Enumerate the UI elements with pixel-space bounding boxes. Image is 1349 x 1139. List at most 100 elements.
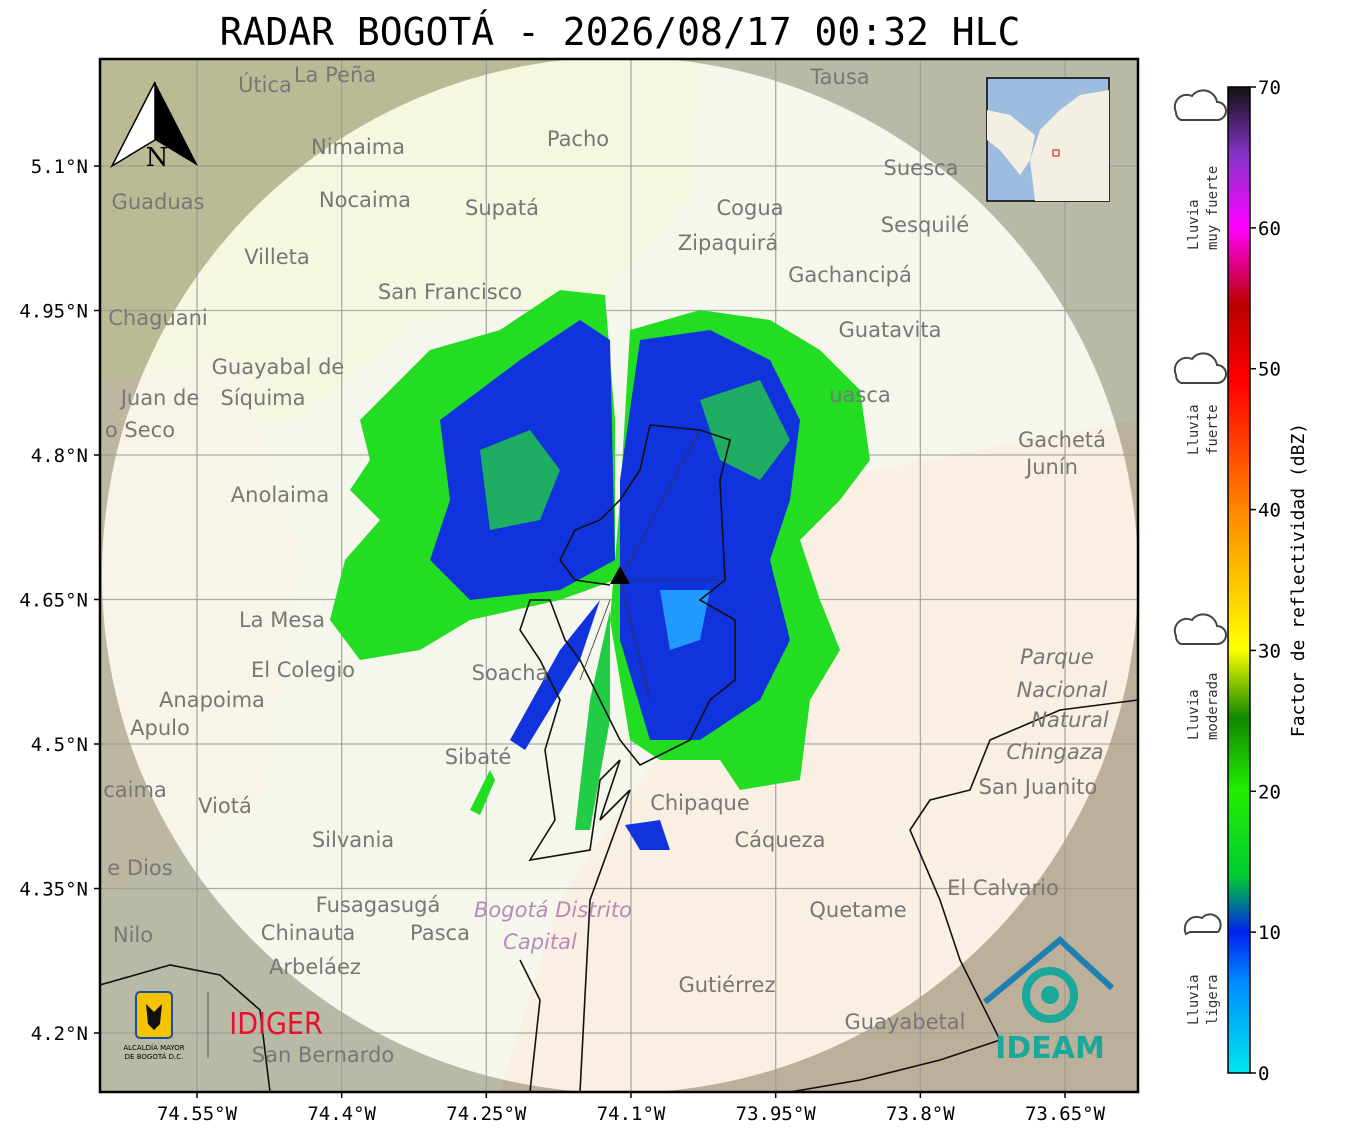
map-frame — [98, 57, 1140, 1094]
map: Útica La Peña Tausa Nimaima Pacho Guadua… — [100, 59, 1138, 1092]
inset-map — [986, 77, 1110, 202]
logo-text: ALCALDÍA MAYOR — [123, 1043, 184, 1052]
place: Quetame — [809, 898, 906, 922]
rain-label: muy fuerte — [1205, 166, 1221, 250]
place: Nacional — [1017, 678, 1108, 702]
logo-text: DE BOGOTÁ D.C. — [125, 1052, 184, 1061]
rain-label: Lluvia — [1186, 404, 1202, 455]
colorbar — [1227, 86, 1251, 1074]
y-tick-label: 4.8°N — [31, 445, 88, 467]
place: El Colegio — [251, 658, 355, 682]
x-tick-label: 73.8°W — [886, 1103, 955, 1125]
north-arrow: N — [110, 81, 198, 173]
colorbar-ticks: 0 10 20 30 40 50 60 70 — [1250, 77, 1281, 1085]
place: Pacho — [547, 127, 609, 151]
x-tick-label: 74.55°W — [157, 1103, 238, 1125]
place: Cogua — [716, 196, 783, 220]
place: Apulo — [130, 716, 190, 740]
north-label: N — [146, 143, 169, 173]
place: Juan de — [119, 386, 200, 410]
rain-label: Lluvia — [1186, 199, 1202, 250]
place: San Francisco — [378, 280, 522, 304]
logos: ALCALDÍA MAYOR DE BOGOTÁ D.C. IDIGER IDE… — [123, 936, 1115, 1066]
place: Supatá — [465, 196, 539, 220]
place: Tausa — [809, 65, 869, 89]
place: Guayabal de — [212, 355, 345, 379]
place: Suesca — [884, 156, 959, 180]
place: Parque — [1020, 645, 1094, 669]
colorbar-tick-label: 0 — [1258, 1063, 1269, 1085]
place: Síquima — [221, 386, 306, 410]
x-tick-label: 74.1°W — [597, 1103, 666, 1125]
rain-label: ligera — [1205, 974, 1221, 1025]
place: Anapoima — [159, 688, 265, 712]
y-tick-label: 4.35°N — [19, 879, 88, 901]
place: Gachancipá — [788, 263, 912, 287]
logo-ideam: IDEAM — [995, 1031, 1105, 1066]
y-tick-label: 4.2°N — [31, 1023, 88, 1045]
radar-site — [610, 566, 630, 584]
y-tick-label: 4.65°N — [19, 590, 88, 612]
place: Capital — [503, 930, 577, 954]
place: Anolaima — [231, 483, 329, 507]
place: Gutiérrez — [679, 973, 776, 997]
rain-label: Lluvia — [1186, 689, 1202, 740]
place-labels: Útica La Peña Tausa Nimaima Pacho Guadua… — [103, 63, 1109, 1067]
rain-icons — [1173, 89, 1227, 936]
place: Chipaque — [650, 791, 750, 815]
x-tick-label: 74.4°W — [307, 1103, 376, 1125]
logo-idiger: IDIGER — [229, 1007, 322, 1042]
place: Chingaza — [1006, 740, 1103, 764]
title: RADAR BOGOTÁ - 2026/08/17 00:32 HLC — [220, 10, 1021, 54]
place: uasca — [829, 383, 891, 407]
place: o Seco — [105, 418, 175, 442]
place: La Peña — [294, 63, 376, 87]
colorbar-tick-label: 50 — [1258, 359, 1281, 381]
place: Guaduas — [112, 190, 205, 214]
place: Pasca — [410, 921, 470, 945]
place: Arbeláez — [269, 955, 361, 979]
place: San Juanito — [979, 775, 1098, 799]
colorbar-tick-label: 40 — [1258, 500, 1281, 522]
locality-lines — [579, 429, 720, 701]
place: Cáqueza — [735, 828, 826, 852]
colorbar-tick-label: 30 — [1258, 640, 1281, 662]
y-tick-label: 4.5°N — [31, 734, 88, 756]
place: Viotá — [198, 794, 252, 818]
grid — [100, 59, 1138, 1092]
place: Villeta — [244, 245, 309, 269]
place: Guatavita — [839, 318, 942, 342]
y-tick-label: 5.1°N — [31, 156, 88, 178]
place: Silvania — [312, 828, 394, 852]
place: Chaguani — [108, 306, 208, 330]
colorbar-tick-label: 20 — [1258, 781, 1281, 803]
y-tick-label: 4.95°N — [19, 301, 88, 323]
colorbar-tick-label: 60 — [1258, 218, 1281, 240]
place: Soacha — [472, 661, 549, 685]
colorbar-tick-label: 70 — [1258, 77, 1281, 99]
place: Fusagasugá — [316, 893, 441, 917]
place: Chinauta — [261, 921, 355, 945]
colorbar-label: Factor de reflectividad (dBZ) — [1288, 423, 1309, 737]
x-tick-label: 74.25°W — [446, 1103, 527, 1125]
place: Guayabetal — [845, 1010, 966, 1034]
radar-echoes — [330, 290, 870, 850]
place: e Dios — [107, 856, 172, 880]
place: Sibaté — [445, 745, 512, 769]
place: Bogotá Distrito — [474, 898, 632, 922]
colorbar-tick-label: 10 — [1258, 922, 1281, 944]
place: Útica — [238, 72, 292, 97]
rain-label: moderada — [1205, 673, 1221, 740]
place: San Bernardo — [252, 1043, 394, 1067]
rain-label: fuerte — [1205, 404, 1221, 455]
place: Gachetá — [1018, 428, 1106, 452]
place: La Mesa — [239, 608, 325, 632]
boundaries — [100, 424, 1138, 1092]
place: Nimaima — [311, 135, 405, 159]
rain-label: Lluvia — [1186, 974, 1202, 1025]
place: caima — [103, 778, 167, 802]
place: El Calvario — [947, 876, 1059, 900]
